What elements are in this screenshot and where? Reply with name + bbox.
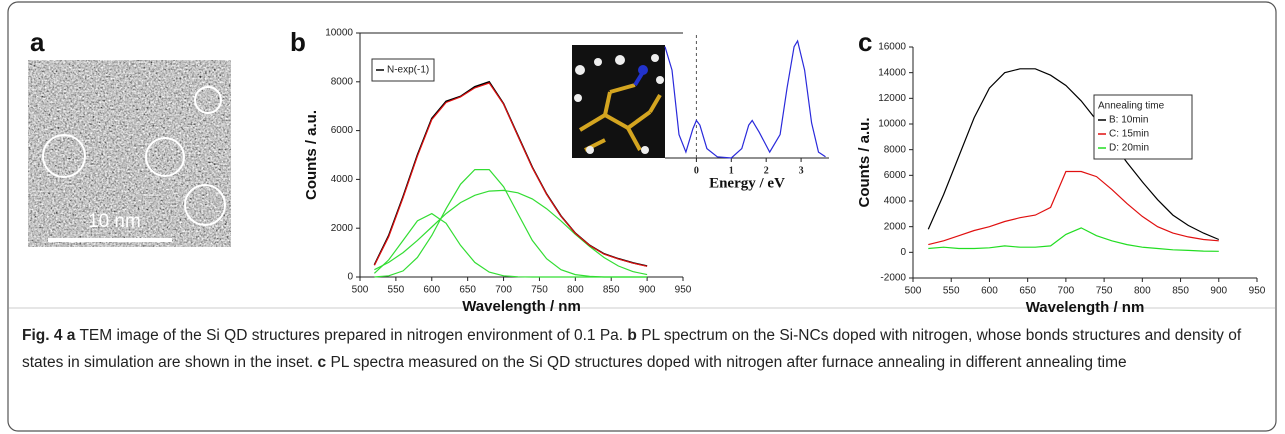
series-line — [373, 82, 648, 267]
scale-label: 10 nm — [88, 211, 141, 232]
y-tick-label: 0 — [900, 247, 906, 258]
x-tick-label: 800 — [567, 285, 584, 296]
x-tick-label: 950 — [675, 285, 692, 296]
y-tick-label: 8000 — [884, 144, 907, 155]
y-tick-label: 8000 — [331, 76, 354, 87]
x-axis-label: Wavelength / nm — [462, 298, 581, 315]
legend-box — [1093, 94, 1193, 160]
x-tick-label: 1 — [729, 165, 734, 176]
x-tick-label: 0 — [694, 165, 699, 176]
panel-label: a — [30, 27, 45, 57]
x-tick-label: 750 — [531, 285, 548, 296]
y-tick-label: 14000 — [878, 67, 906, 78]
y-tick-label: 6000 — [331, 125, 354, 136]
x-tick-label: 800 — [1134, 286, 1151, 297]
x-tick-label: 2 — [764, 165, 769, 176]
y-tick-label: 16000 — [878, 42, 906, 53]
panel-label: c — [858, 27, 872, 57]
series-line — [928, 170, 1219, 246]
tem-image: 10 nm — [28, 60, 231, 247]
x-tick-label: 750 — [1096, 286, 1113, 297]
figure-label: Fig. 4 — [22, 327, 63, 344]
x-tick-label: 600 — [981, 286, 998, 297]
y-tick-label: 6000 — [884, 170, 907, 181]
x-tick-label: 700 — [1058, 286, 1075, 297]
x-tick-label: 500 — [352, 285, 369, 296]
y-tick-label: 0 — [347, 272, 353, 283]
x-axis-label: Energy / eV — [709, 175, 785, 191]
y-tick-label: 12000 — [878, 93, 906, 104]
y-tick-label: 4000 — [884, 196, 907, 207]
x-tick-label: 500 — [905, 286, 922, 297]
x-tick-label: 850 — [1172, 286, 1189, 297]
caption-text: PL spectrum on the Si-NCs doped with nit… — [22, 327, 1242, 371]
x-tick-label: 850 — [603, 285, 620, 296]
figure-frame — [7, 1, 1277, 432]
x-tick-label: 550 — [388, 285, 405, 296]
y-tick-label: 10000 — [878, 119, 906, 130]
series-line — [664, 39, 826, 159]
x-tick-label: 900 — [639, 285, 656, 296]
y-tick-label: 10000 — [325, 28, 353, 39]
y-axis-label: Counts / a.u. — [856, 118, 873, 208]
series-line — [374, 169, 648, 278]
x-tick-label: 950 — [1249, 286, 1266, 297]
y-tick-label: 4000 — [331, 174, 354, 185]
x-tick-label: 650 — [1019, 286, 1036, 297]
x-tick-label: 600 — [423, 285, 440, 296]
legend-title: Annealing time — [1098, 101, 1165, 112]
legend-label: B: 10min — [1109, 115, 1148, 126]
x-tick-label: 550 — [943, 286, 960, 297]
caption-label: b — [627, 327, 637, 344]
caption-text: TEM image of the Si QD structures prepar… — [79, 327, 624, 344]
series-line — [374, 189, 648, 276]
y-axis-label: Counts / a.u. — [303, 110, 320, 200]
x-tick-label: 650 — [459, 285, 476, 296]
x-tick-label: 700 — [495, 285, 512, 296]
caption-label: a — [66, 327, 76, 344]
legend-label: C: 15min — [1109, 129, 1149, 140]
qd-circles — [42, 86, 226, 226]
legend-label: N-exp(-1) — [387, 65, 429, 76]
panel-label: b — [290, 27, 306, 57]
series-line — [373, 212, 648, 278]
series-line — [928, 227, 1219, 252]
series-line — [927, 68, 1220, 241]
x-tick-label: 900 — [1210, 286, 1227, 297]
inset-structure — [572, 45, 665, 158]
legend-box — [371, 58, 435, 82]
caption: Fig. 4 a TEM image of the Si QD structur… — [22, 322, 1247, 376]
legend-label: D: 20min — [1109, 143, 1149, 154]
caption-text: PL spectra measured on the Si QD structu… — [330, 354, 1127, 371]
y-tick-label: 2000 — [884, 221, 907, 232]
caption-label: c — [317, 354, 327, 371]
y-tick-label: 2000 — [331, 223, 354, 234]
y-tick-label: -2000 — [880, 273, 906, 284]
x-axis-label: Wavelength / nm — [1026, 299, 1145, 316]
x-tick-label: 3 — [799, 165, 804, 176]
